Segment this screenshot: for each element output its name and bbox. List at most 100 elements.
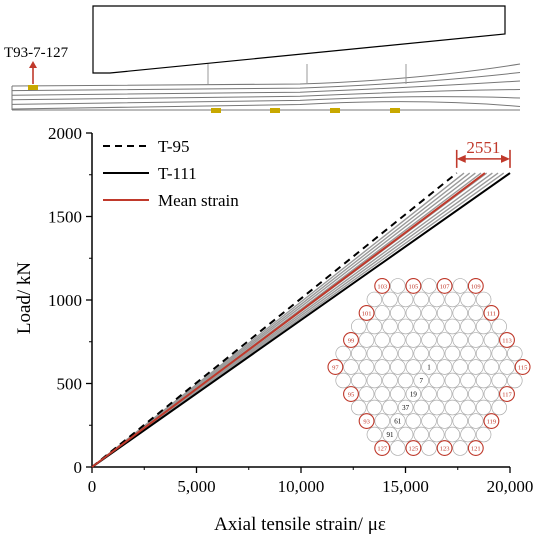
highlighted-wire-circle — [467, 440, 484, 457]
wire-circle — [390, 359, 406, 375]
wire-circle — [475, 345, 492, 362]
wire-circle — [366, 426, 383, 443]
highlighted-wire-circle — [374, 277, 391, 294]
wire-circle — [475, 372, 492, 389]
wire-number-label: 105 — [409, 283, 419, 290]
wire-circle — [343, 359, 359, 375]
wire-number-label: 91 — [387, 431, 395, 439]
highlighted-wire-circle — [499, 386, 515, 402]
wire-number-label: 123 — [440, 446, 450, 453]
strain-gauge-marker — [28, 85, 38, 90]
y-tick-label: 0 — [74, 458, 83, 477]
wire-number-label: 109 — [471, 283, 481, 290]
wire-circle — [390, 278, 406, 294]
wire-circle — [405, 332, 422, 348]
wire-circle — [413, 345, 429, 362]
wire-circle — [452, 305, 468, 321]
wire-circle — [397, 345, 414, 362]
wire-number-label: 37 — [402, 404, 410, 412]
wire-number-label: 99 — [348, 337, 355, 344]
wire-circle — [358, 359, 375, 375]
wire-number-label: 101 — [362, 310, 372, 317]
wire-circle — [366, 372, 383, 389]
wire-circle — [358, 386, 375, 402]
wire-circle — [429, 345, 445, 362]
wire-number-label: 121 — [471, 446, 481, 453]
anchorage-block — [92, 5, 506, 74]
cable-strand-line — [11, 101, 521, 110]
wire-circle — [397, 291, 414, 308]
wire-circle — [374, 413, 390, 429]
wire-circle — [491, 372, 507, 389]
wire-circle — [390, 413, 406, 429]
wire-circle — [382, 318, 398, 335]
x-tick-label: 20,000 — [487, 477, 534, 496]
highlighted-wire-circle — [358, 305, 375, 321]
legend-label: Mean strain — [158, 191, 239, 210]
wire-circle — [507, 345, 523, 362]
wire-number-label: 115 — [518, 365, 528, 372]
cable-diagram — [11, 5, 521, 113]
wire-circle — [444, 318, 461, 335]
wire-circle — [491, 345, 507, 362]
highlighted-wire-circle — [405, 440, 422, 457]
highlighted-wire-circle — [514, 359, 531, 375]
wire-circle — [475, 399, 492, 416]
wire-circle — [460, 291, 476, 308]
x-axis-label: Axial tensile strain/ με — [214, 514, 386, 535]
wire-circle — [460, 318, 476, 335]
highlighted-wire-circle — [499, 332, 515, 348]
wire-number-label: 103 — [377, 283, 387, 290]
wire-number-label: 119 — [487, 419, 497, 426]
wire-circle — [382, 399, 398, 416]
wire-circle — [390, 440, 406, 456]
legend: T-95 T-111 Mean strain — [103, 137, 239, 210]
wire-circle — [366, 318, 383, 335]
wire-circle — [374, 305, 390, 321]
highlighted-wire-circle — [483, 413, 500, 429]
x-tick-label: 10,000 — [278, 477, 325, 496]
wire-circle — [468, 413, 484, 429]
wire-circle — [436, 332, 453, 348]
wire-circle — [397, 399, 414, 416]
wire-circle — [413, 399, 429, 416]
wire-circle — [468, 332, 484, 348]
legend-label: T-111 — [158, 164, 197, 183]
wire-circle — [366, 399, 383, 416]
wire-circle — [429, 399, 445, 416]
wire-circle — [351, 318, 367, 335]
wire-circle — [421, 386, 437, 402]
wire-circle — [491, 399, 507, 416]
annotation-arrowhead-left — [456, 154, 466, 163]
cable-tag-label: T93-7-127 — [4, 45, 69, 61]
wire-number-label: 61 — [394, 418, 402, 426]
wire-circle — [436, 359, 453, 375]
wire-circle — [405, 359, 422, 375]
wire-number-label: 97 — [332, 365, 339, 372]
wire-circle — [421, 278, 437, 294]
y-tick-label: 500 — [57, 375, 83, 394]
wire-number-label: 113 — [502, 337, 512, 344]
highlighted-wire-circle — [467, 277, 484, 294]
strain-gauge-marker — [330, 108, 340, 113]
wire-circle — [397, 372, 414, 389]
series-line-t-111 — [91, 172, 511, 468]
wire-circle — [382, 291, 398, 308]
wire-circle — [382, 372, 398, 389]
cable-strand-line — [11, 96, 521, 105]
wire-circle — [405, 413, 422, 429]
wire-number-label: 117 — [502, 392, 512, 399]
x-tick-label: 0 — [88, 477, 97, 496]
wire-circle — [390, 305, 406, 321]
wire-circle — [475, 291, 492, 308]
wire-circle — [444, 399, 461, 416]
y-tick-label: 1500 — [48, 208, 82, 227]
wire-circle — [460, 426, 476, 443]
highlighted-wire-circle — [483, 305, 500, 321]
highlighted-wire-circle — [343, 332, 359, 348]
wire-circle — [405, 386, 422, 402]
wire-number-label: 19 — [410, 391, 418, 399]
series-line-t-95 — [91, 172, 458, 468]
highlighted-wire-circle — [327, 359, 344, 375]
cable-strand-line — [11, 80, 521, 96]
